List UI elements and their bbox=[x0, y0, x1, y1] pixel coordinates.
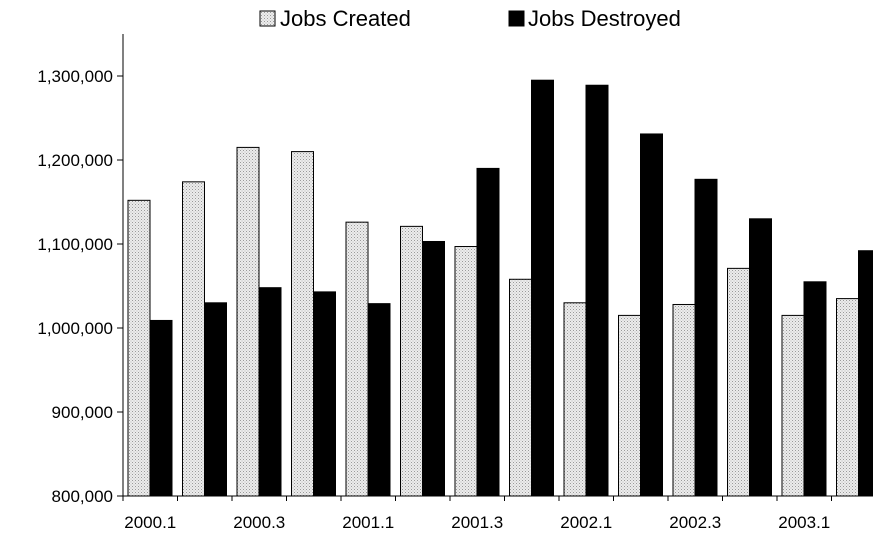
y-axis: 800,000 900,000 1,000,000 1,100,000 1,200,00… bbox=[37, 34, 124, 506]
bar-jobs-created bbox=[182, 181, 205, 497]
bar-jobs-created bbox=[509, 278, 532, 497]
y-tick-label: 1,300,000 bbox=[37, 67, 113, 86]
bar-jobs-created bbox=[836, 298, 859, 497]
bar-jobs-created bbox=[672, 303, 696, 497]
legend: Jobs Created Jobs Destroyed bbox=[259, 6, 681, 31]
y-tick-label: 900,000 bbox=[52, 403, 113, 422]
legend-label-jobs-created: Jobs Created bbox=[280, 6, 411, 31]
legend-swatch-jobs-destroyed bbox=[508, 10, 525, 27]
bar-jobs-created bbox=[618, 314, 641, 497]
bar-jobs-destroyed bbox=[585, 84, 609, 497]
x-tick-label: 2002.1 bbox=[560, 513, 612, 532]
bar-jobs-destroyed bbox=[640, 133, 663, 497]
y-tick-label: 1,200,000 bbox=[37, 151, 113, 170]
bar-jobs-destroyed bbox=[149, 319, 173, 497]
x-tick-label: 2003.1 bbox=[778, 513, 830, 532]
bar-jobs-created bbox=[127, 199, 151, 497]
bar-jobs-created bbox=[727, 267, 750, 497]
bar-jobs-destroyed bbox=[367, 303, 391, 497]
x-axis: 2000.1 2000.3 2001.1 2001.3 2002.1 2002.3 2003… bbox=[122, 495, 873, 532]
bar-jobs-destroyed bbox=[204, 302, 227, 497]
bars bbox=[127, 79, 873, 497]
bar-jobs-destroyed bbox=[803, 281, 827, 497]
bar-jobs-destroyed bbox=[313, 291, 336, 497]
y-tick-label: 1,100,000 bbox=[37, 235, 113, 254]
x-tick-label: 2001.3 bbox=[451, 513, 503, 532]
legend-swatch-jobs-created bbox=[259, 10, 276, 27]
y-tick-label: 1,000,000 bbox=[37, 319, 113, 338]
bar-jobs-destroyed bbox=[258, 287, 282, 497]
bar-jobs-created bbox=[345, 221, 369, 497]
bar-jobs-destroyed bbox=[422, 240, 445, 497]
bar-jobs-created bbox=[454, 246, 478, 497]
bar-jobs-destroyed bbox=[858, 250, 873, 497]
bar-jobs-destroyed bbox=[749, 218, 772, 497]
bar-jobs-created bbox=[236, 146, 260, 497]
x-tick-label: 2000.3 bbox=[233, 513, 285, 532]
y-tick-label: 800,000 bbox=[52, 487, 113, 506]
bar-jobs-destroyed bbox=[531, 79, 554, 497]
bar-jobs-destroyed bbox=[476, 167, 500, 497]
x-tick-label: 2000.1 bbox=[124, 513, 176, 532]
x-tick-label: 2001.1 bbox=[342, 513, 394, 532]
x-tick-label: 2002.3 bbox=[669, 513, 721, 532]
legend-label-jobs-destroyed: Jobs Destroyed bbox=[528, 6, 681, 31]
bar-jobs-created bbox=[781, 314, 805, 497]
bar-jobs-created bbox=[400, 225, 423, 497]
bar-jobs-destroyed bbox=[694, 178, 718, 497]
bar-jobs-created bbox=[291, 151, 314, 497]
bar-jobs-created bbox=[563, 302, 587, 497]
